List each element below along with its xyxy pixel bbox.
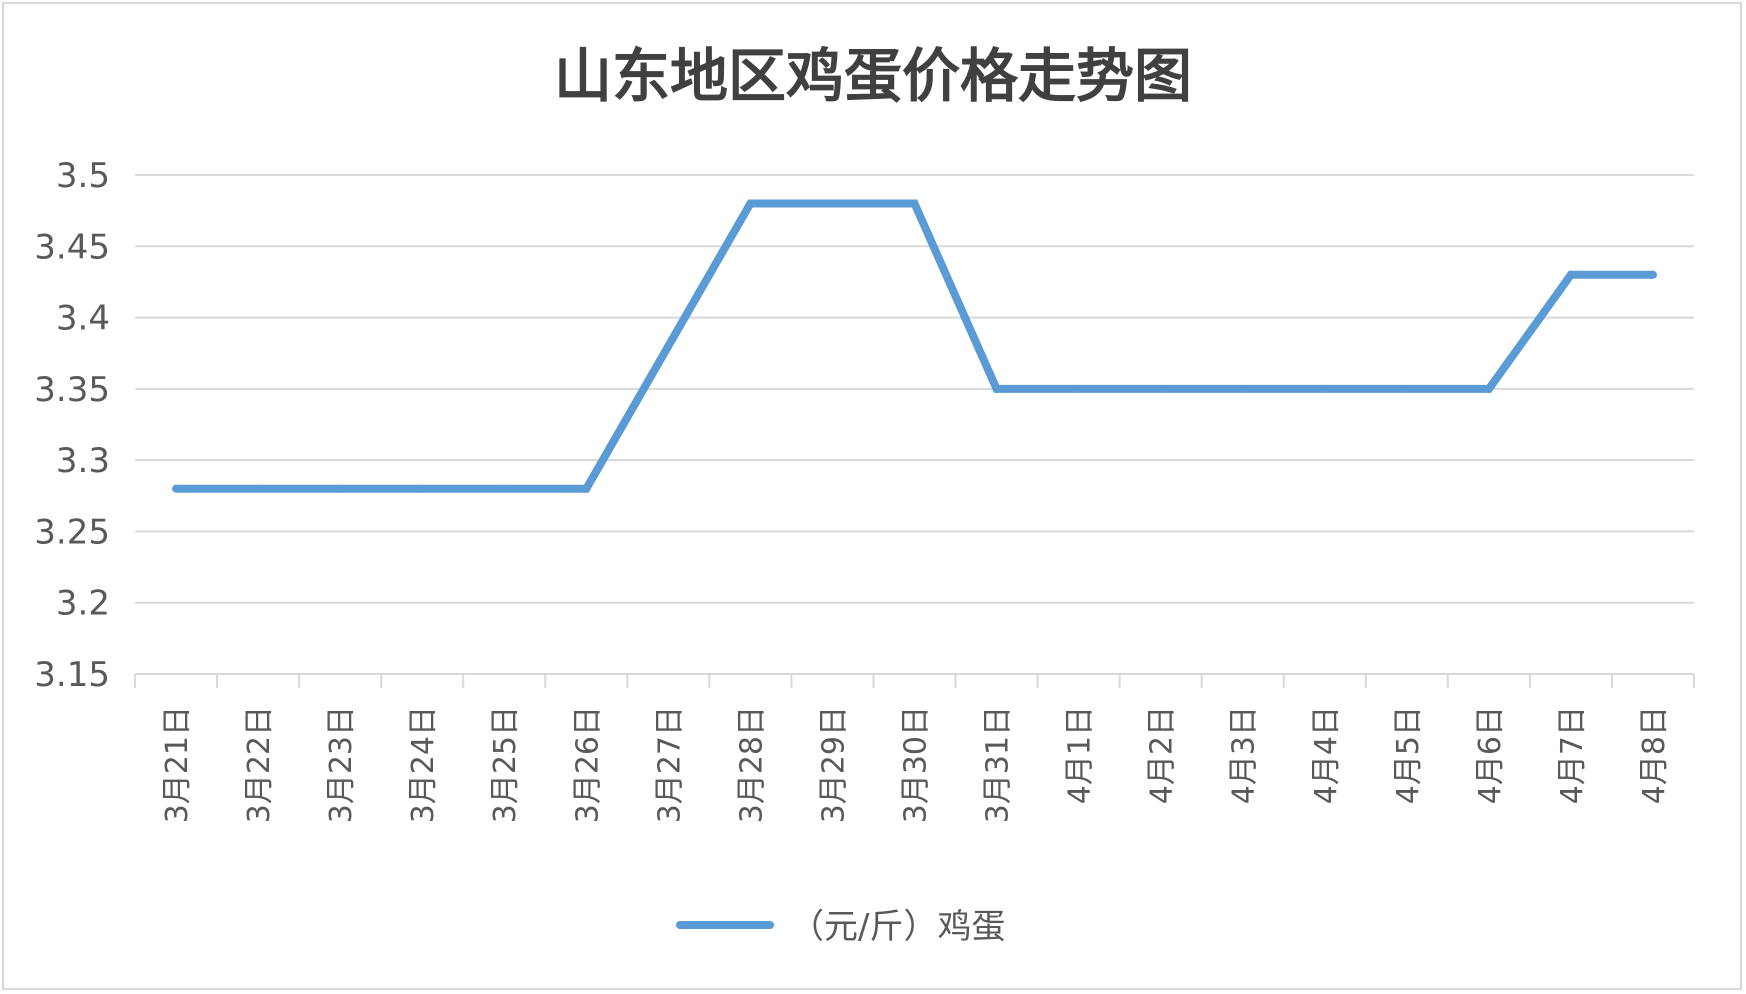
- x-tick-label: 4月8日: [1637, 706, 1672, 804]
- x-tick-label: 3月30日: [899, 706, 934, 823]
- data-point: [418, 484, 427, 493]
- data-point: [1566, 270, 1575, 279]
- x-tick-label: 4月2日: [1145, 706, 1180, 804]
- data-point: [1156, 384, 1165, 393]
- y-axis-tick-labels: 3.5 3.45 3.4 3.35 3.3 3.25 3.2 3.15: [34, 156, 110, 695]
- x-tick-label: 4月5日: [1391, 706, 1426, 804]
- data-point: [172, 484, 181, 493]
- series-layer: [172, 199, 1657, 493]
- y-tick-label: 3.5: [56, 156, 110, 196]
- x-tick-label: 3月28日: [734, 706, 769, 823]
- data-point: [1238, 384, 1247, 393]
- data-point: [1320, 384, 1329, 393]
- data-point: [254, 484, 263, 493]
- x-tick-label: 3月27日: [652, 706, 687, 823]
- x-tick-label: 4月3日: [1227, 706, 1262, 804]
- y-tick-label: 3.45: [34, 227, 110, 267]
- chart-title: 山东地区鸡蛋价格走势图: [554, 42, 1192, 110]
- x-axis-tick-labels: 3月21日 3月22日 3月23日 3月24日 3月25日 3月26日 3月27日 3月28日…: [160, 706, 1672, 823]
- data-point: [1484, 384, 1493, 393]
- x-tick-label: 4月4日: [1309, 706, 1344, 804]
- y-tick-label: 3.25: [34, 512, 110, 552]
- data-point: [910, 199, 919, 208]
- y-tick-label: 3.15: [34, 655, 110, 695]
- x-axis: [134, 673, 1695, 688]
- data-point: [664, 342, 673, 351]
- x-tick-label: 4月6日: [1473, 706, 1508, 804]
- legend: （元/斤）鸡蛋: [676, 907, 1005, 947]
- x-tick-label: 3月24日: [406, 706, 441, 823]
- x-tick-label: 3月23日: [324, 706, 359, 823]
- legend-label: （元/斤）鸡蛋: [790, 907, 1005, 947]
- data-point: [1074, 384, 1083, 393]
- data-point: [992, 384, 1001, 393]
- y-tick-label: 3.4: [56, 299, 110, 339]
- data-point: [336, 484, 345, 493]
- data-point: [1402, 384, 1411, 393]
- gridlines: [135, 174, 1694, 604]
- x-tick-label: 3月22日: [242, 706, 277, 823]
- data-point: [1648, 270, 1657, 279]
- x-tick-label: 3月25日: [488, 706, 523, 823]
- data-point: [500, 484, 509, 493]
- y-tick-label: 3.3: [56, 441, 110, 481]
- x-tick-label: 4月7日: [1555, 706, 1590, 804]
- x-tick-label: 4月1日: [1063, 706, 1098, 804]
- y-tick-label: 3.35: [34, 370, 110, 410]
- x-tick-label: 3月26日: [570, 706, 605, 823]
- x-tick-label: 3月21日: [160, 706, 195, 823]
- y-tick-label: 3.2: [56, 584, 110, 624]
- x-tick-label: 3月31日: [981, 706, 1016, 823]
- data-point: [746, 199, 755, 208]
- data-point: [828, 199, 837, 208]
- x-tick-label: 3月29日: [816, 706, 851, 823]
- data-point: [582, 484, 591, 493]
